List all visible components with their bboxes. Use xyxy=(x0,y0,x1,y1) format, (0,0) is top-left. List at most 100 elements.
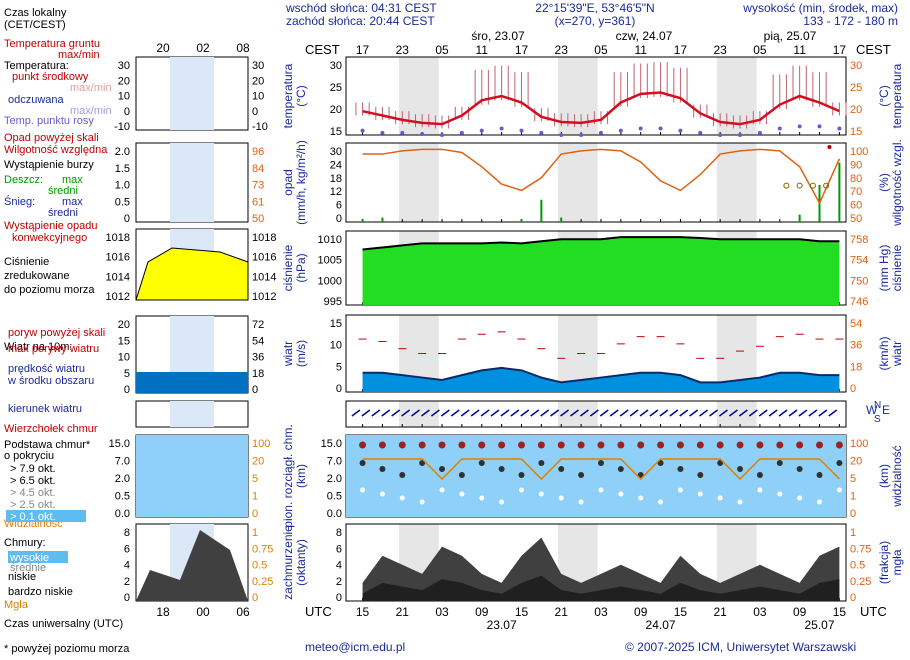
mini-y-tick-right: 20 xyxy=(252,456,264,468)
high-label: wysokie xyxy=(9,552,49,564)
bottom-date: 24.07 xyxy=(646,618,676,632)
mini-y-tick-right: 54 xyxy=(252,335,264,347)
dewpoint-point xyxy=(400,130,405,135)
storm-marker xyxy=(783,182,790,189)
wind-area xyxy=(362,367,840,392)
cloud-base-point xyxy=(578,499,584,505)
y-tick-right: 5 xyxy=(850,473,856,485)
cloud-top-point xyxy=(736,441,744,449)
contact-email-link[interactable]: meteo@icm.edu.pl xyxy=(305,640,406,654)
y-tick-right: 0.5 xyxy=(850,560,865,572)
mini-y-tick-right: 50 xyxy=(252,213,264,225)
wind-dir-arrow xyxy=(490,409,500,417)
cloud-top-point xyxy=(796,441,804,449)
dir-label: E xyxy=(882,403,890,417)
cloud-base-point xyxy=(836,487,842,493)
cloud-top-point xyxy=(696,441,704,449)
mini-y-tick: 10 xyxy=(118,352,130,364)
dewpoint-point xyxy=(380,130,385,135)
mini-y-tick-right: 1016 xyxy=(252,252,276,264)
legend-text: max porywy wiatru xyxy=(8,343,99,355)
bottom-tick: 15 xyxy=(515,605,529,619)
legend-text: Czas lokalny xyxy=(4,7,67,19)
legend-text: Wystąpienie burzy xyxy=(4,159,94,171)
cloud-cover-area xyxy=(362,537,840,601)
y-tick-right: 54 xyxy=(850,318,862,330)
mini-y-tick: 0 xyxy=(124,384,130,396)
wind-dir-arrow xyxy=(639,409,649,417)
y-tick: 15 xyxy=(330,318,342,330)
y-tick-right: 50 xyxy=(850,213,862,225)
top-tick: 05 xyxy=(594,43,608,57)
mini-y-tick-right: 96 xyxy=(252,146,264,158)
medium-label: średnie xyxy=(10,562,46,574)
top-tick: 05 xyxy=(753,43,767,57)
mini-y-tick-right: -10 xyxy=(252,121,268,133)
cloud-base-point xyxy=(558,466,565,472)
y-tick: 0.0 xyxy=(327,508,342,520)
dewpoint-point xyxy=(817,124,822,129)
axis-title-right: wiatr xyxy=(890,341,904,367)
precip-bar xyxy=(540,199,543,222)
legend-text: Temperatura gruntu xyxy=(4,38,100,50)
bottom-tick: 21 xyxy=(713,605,727,619)
utc-tick: 06 xyxy=(236,605,250,619)
bottom-tick: 03 xyxy=(753,605,767,619)
legend-text: Wierzchołek chmur xyxy=(4,423,98,435)
legend-text: Temperatura: xyxy=(4,60,69,72)
y-tick: 1005 xyxy=(318,255,342,267)
y-tick-right: 60 xyxy=(850,200,862,212)
legend-text: Opad powyżej skali xyxy=(4,132,99,144)
legend-text: Wilgotność względna xyxy=(4,144,108,156)
storm-marker xyxy=(796,182,803,189)
day-label: pią, 25.07 xyxy=(764,29,817,43)
legend-text: w środku obszaru xyxy=(7,375,94,387)
mini-y-tick-right: 10 xyxy=(252,91,264,103)
cloud-base-point xyxy=(459,491,465,497)
night-band xyxy=(398,401,439,427)
y-tick: 12 xyxy=(330,186,342,198)
wind-dir-arrow xyxy=(709,409,718,417)
cloud-top-point xyxy=(498,441,506,449)
cloud-base-point xyxy=(737,499,743,505)
top-tick: 05 xyxy=(435,43,449,57)
legend-text: Śnieg: xyxy=(4,195,35,208)
dewpoint-point xyxy=(579,133,584,137)
wind-dir-arrow xyxy=(768,409,778,417)
mini-y-tick: 1018 xyxy=(106,232,130,244)
legend-text: odczuwana xyxy=(8,94,65,106)
bottom-tick: 15 xyxy=(833,605,847,619)
wind-dir-arrow xyxy=(371,409,381,417)
y-tick: 4 xyxy=(336,560,342,572)
cloud-base-point xyxy=(479,495,485,501)
axis-unit-right: (mm Hg) xyxy=(877,245,891,292)
cloud-base-point xyxy=(658,499,664,505)
cloud-base-point xyxy=(518,487,524,493)
legend-text: średni xyxy=(48,207,78,219)
top-tick: 11 xyxy=(476,43,489,57)
mini-y-tick-right: 0 xyxy=(252,106,258,118)
wind-dir-arrow xyxy=(450,409,460,417)
dewpoint-point xyxy=(420,132,425,137)
cloud-base-point xyxy=(697,491,703,497)
y-tick-right: 0.75 xyxy=(850,543,871,555)
mini-cover-area xyxy=(136,530,248,601)
dewpoint-point xyxy=(738,133,743,137)
y-tick-right: 0.25 xyxy=(850,576,871,588)
legend-text: punkt środkowy xyxy=(12,71,89,83)
legend-text: max/min xyxy=(70,82,112,94)
top-tick: 17 xyxy=(833,43,847,57)
local-tick: 02 xyxy=(196,41,210,55)
pressure-area xyxy=(362,237,840,305)
storm-marker xyxy=(823,182,830,189)
y-tick: 2 xyxy=(336,576,342,588)
mini-y-tick: 1.0 xyxy=(115,180,130,192)
legend-text: średni xyxy=(48,185,78,197)
wind-dir-arrow xyxy=(440,409,450,417)
y-tick: 20 xyxy=(330,104,342,116)
humidity-line xyxy=(362,148,841,205)
wind-dir-arrow xyxy=(500,409,510,417)
axis-title-left: zachmurzenie xyxy=(281,525,295,600)
mini-y-tick-right: 0 xyxy=(252,508,258,520)
